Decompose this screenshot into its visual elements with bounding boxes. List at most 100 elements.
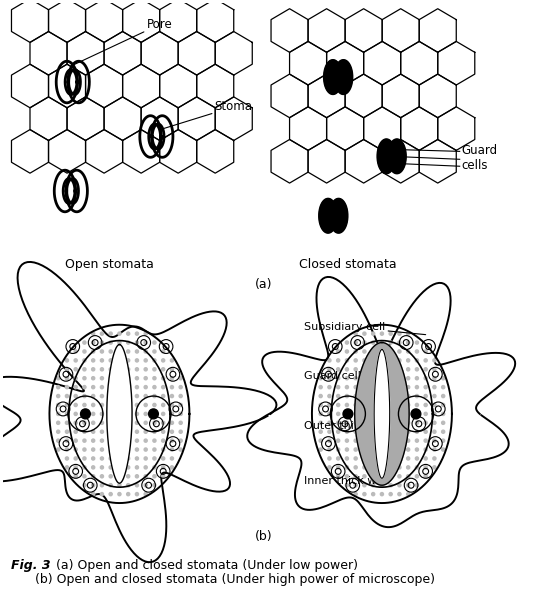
Circle shape bbox=[424, 368, 427, 371]
Circle shape bbox=[398, 484, 401, 487]
Circle shape bbox=[144, 368, 147, 371]
Circle shape bbox=[424, 457, 427, 460]
Circle shape bbox=[144, 385, 147, 389]
Circle shape bbox=[345, 439, 349, 442]
Circle shape bbox=[153, 439, 156, 442]
Circle shape bbox=[74, 448, 77, 451]
Circle shape bbox=[170, 448, 173, 451]
Circle shape bbox=[83, 350, 86, 353]
Circle shape bbox=[74, 350, 77, 353]
Circle shape bbox=[363, 394, 366, 398]
Circle shape bbox=[415, 394, 418, 398]
Circle shape bbox=[389, 412, 392, 416]
Circle shape bbox=[328, 430, 331, 433]
Circle shape bbox=[415, 466, 418, 469]
Circle shape bbox=[170, 394, 173, 398]
Circle shape bbox=[100, 341, 104, 344]
Circle shape bbox=[319, 448, 322, 451]
Circle shape bbox=[354, 412, 357, 416]
Circle shape bbox=[337, 448, 340, 451]
Circle shape bbox=[135, 359, 139, 362]
Circle shape bbox=[424, 359, 427, 362]
Circle shape bbox=[83, 385, 86, 389]
Circle shape bbox=[144, 403, 147, 407]
Circle shape bbox=[135, 439, 139, 442]
Circle shape bbox=[100, 403, 104, 407]
Circle shape bbox=[109, 350, 112, 353]
Circle shape bbox=[372, 332, 375, 335]
Circle shape bbox=[100, 421, 104, 425]
Circle shape bbox=[74, 368, 77, 371]
Circle shape bbox=[153, 377, 156, 380]
Circle shape bbox=[118, 359, 121, 362]
Circle shape bbox=[363, 457, 366, 460]
Circle shape bbox=[127, 457, 130, 460]
Circle shape bbox=[92, 359, 95, 362]
Circle shape bbox=[118, 377, 121, 380]
Polygon shape bbox=[378, 139, 395, 173]
Circle shape bbox=[162, 457, 165, 460]
Circle shape bbox=[100, 439, 104, 442]
Circle shape bbox=[415, 412, 418, 416]
Circle shape bbox=[380, 377, 383, 380]
Circle shape bbox=[389, 403, 392, 407]
Circle shape bbox=[398, 385, 401, 389]
Circle shape bbox=[74, 457, 77, 460]
Circle shape bbox=[56, 448, 60, 451]
Circle shape bbox=[179, 377, 182, 380]
Circle shape bbox=[109, 403, 112, 407]
Circle shape bbox=[337, 359, 340, 362]
Circle shape bbox=[74, 394, 77, 398]
Circle shape bbox=[363, 421, 366, 425]
Circle shape bbox=[380, 421, 383, 425]
Circle shape bbox=[135, 493, 139, 496]
Circle shape bbox=[415, 448, 418, 451]
Circle shape bbox=[92, 341, 95, 344]
Circle shape bbox=[345, 466, 349, 469]
Circle shape bbox=[109, 493, 112, 496]
Circle shape bbox=[354, 475, 357, 478]
Circle shape bbox=[92, 377, 95, 380]
Circle shape bbox=[153, 475, 156, 478]
Circle shape bbox=[66, 394, 69, 398]
Circle shape bbox=[92, 466, 95, 469]
Circle shape bbox=[100, 475, 104, 478]
Circle shape bbox=[118, 448, 121, 451]
Circle shape bbox=[398, 359, 401, 362]
Circle shape bbox=[398, 394, 401, 398]
Circle shape bbox=[153, 368, 156, 371]
Circle shape bbox=[83, 430, 86, 433]
Circle shape bbox=[398, 377, 401, 380]
Circle shape bbox=[135, 332, 139, 335]
Circle shape bbox=[170, 359, 173, 362]
Circle shape bbox=[83, 475, 86, 478]
Circle shape bbox=[328, 412, 331, 416]
Circle shape bbox=[345, 368, 349, 371]
Circle shape bbox=[170, 412, 173, 416]
Circle shape bbox=[363, 350, 366, 353]
Circle shape bbox=[415, 341, 418, 344]
Circle shape bbox=[153, 466, 156, 469]
Circle shape bbox=[354, 493, 357, 496]
Circle shape bbox=[380, 394, 383, 398]
Circle shape bbox=[162, 350, 165, 353]
Circle shape bbox=[363, 493, 366, 496]
Circle shape bbox=[162, 385, 165, 389]
Circle shape bbox=[424, 475, 427, 478]
Circle shape bbox=[407, 448, 410, 451]
Circle shape bbox=[354, 430, 357, 433]
Circle shape bbox=[144, 484, 147, 487]
Circle shape bbox=[424, 439, 427, 442]
Text: Guard cell: Guard cell bbox=[304, 371, 403, 381]
Circle shape bbox=[66, 439, 69, 442]
Circle shape bbox=[100, 466, 104, 469]
Circle shape bbox=[407, 439, 410, 442]
Circle shape bbox=[389, 385, 392, 389]
Circle shape bbox=[74, 430, 77, 433]
Circle shape bbox=[345, 377, 349, 380]
Circle shape bbox=[100, 359, 104, 362]
Circle shape bbox=[179, 421, 182, 425]
Circle shape bbox=[144, 493, 147, 496]
Circle shape bbox=[153, 403, 156, 407]
Circle shape bbox=[118, 493, 121, 496]
